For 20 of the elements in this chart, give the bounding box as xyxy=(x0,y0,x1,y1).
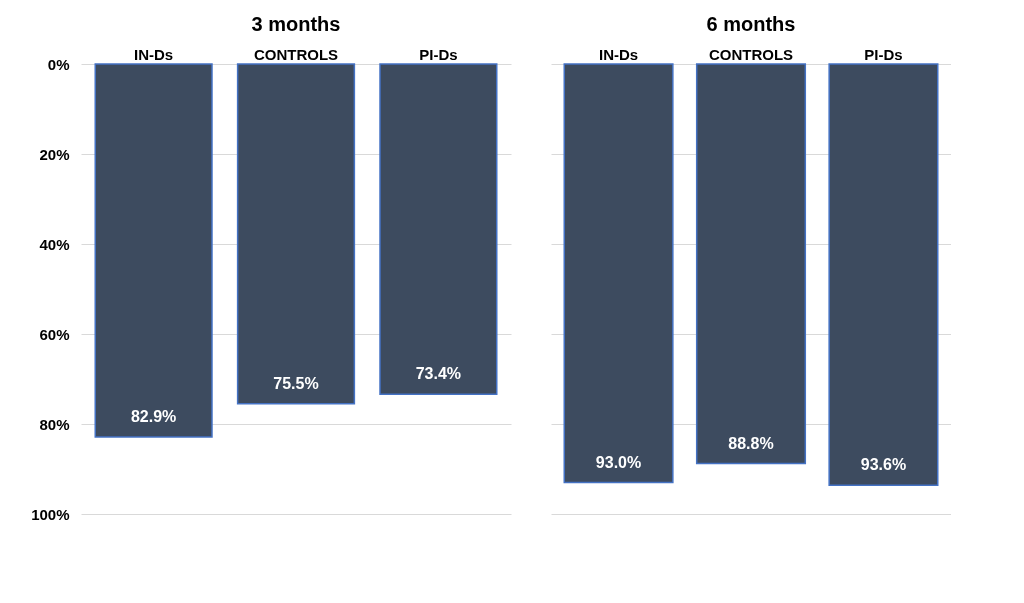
y-tick-label: 20% xyxy=(39,145,70,163)
x-tick-label: PI-Ds xyxy=(419,45,458,63)
data-label: 73.4% xyxy=(415,365,462,383)
data-label: 82.9% xyxy=(130,408,177,426)
data-label: 75.5% xyxy=(273,374,319,392)
x-tick-label: IN-Ds xyxy=(598,45,639,63)
data-label: 93.0% xyxy=(595,453,642,471)
chart-title: 3 months xyxy=(251,13,341,35)
x-tick-label: IN-Ds xyxy=(134,45,174,63)
y-tick-label: 60% xyxy=(39,325,70,343)
x-tick-label: CONTROLS xyxy=(253,45,339,63)
data-label: 93.6% xyxy=(860,456,907,474)
y-tick-label: 80% xyxy=(39,415,70,433)
data-label: 88.8% xyxy=(728,434,774,452)
y-tick-label: 0% xyxy=(47,55,70,73)
x-tick-label: PI-Ds xyxy=(864,45,903,63)
chart-title: 6 months xyxy=(706,13,796,35)
y-tick-label: 40% xyxy=(39,235,70,253)
y-tick-label: 100% xyxy=(31,505,70,523)
x-tick-label: CONTROLS xyxy=(708,45,794,63)
